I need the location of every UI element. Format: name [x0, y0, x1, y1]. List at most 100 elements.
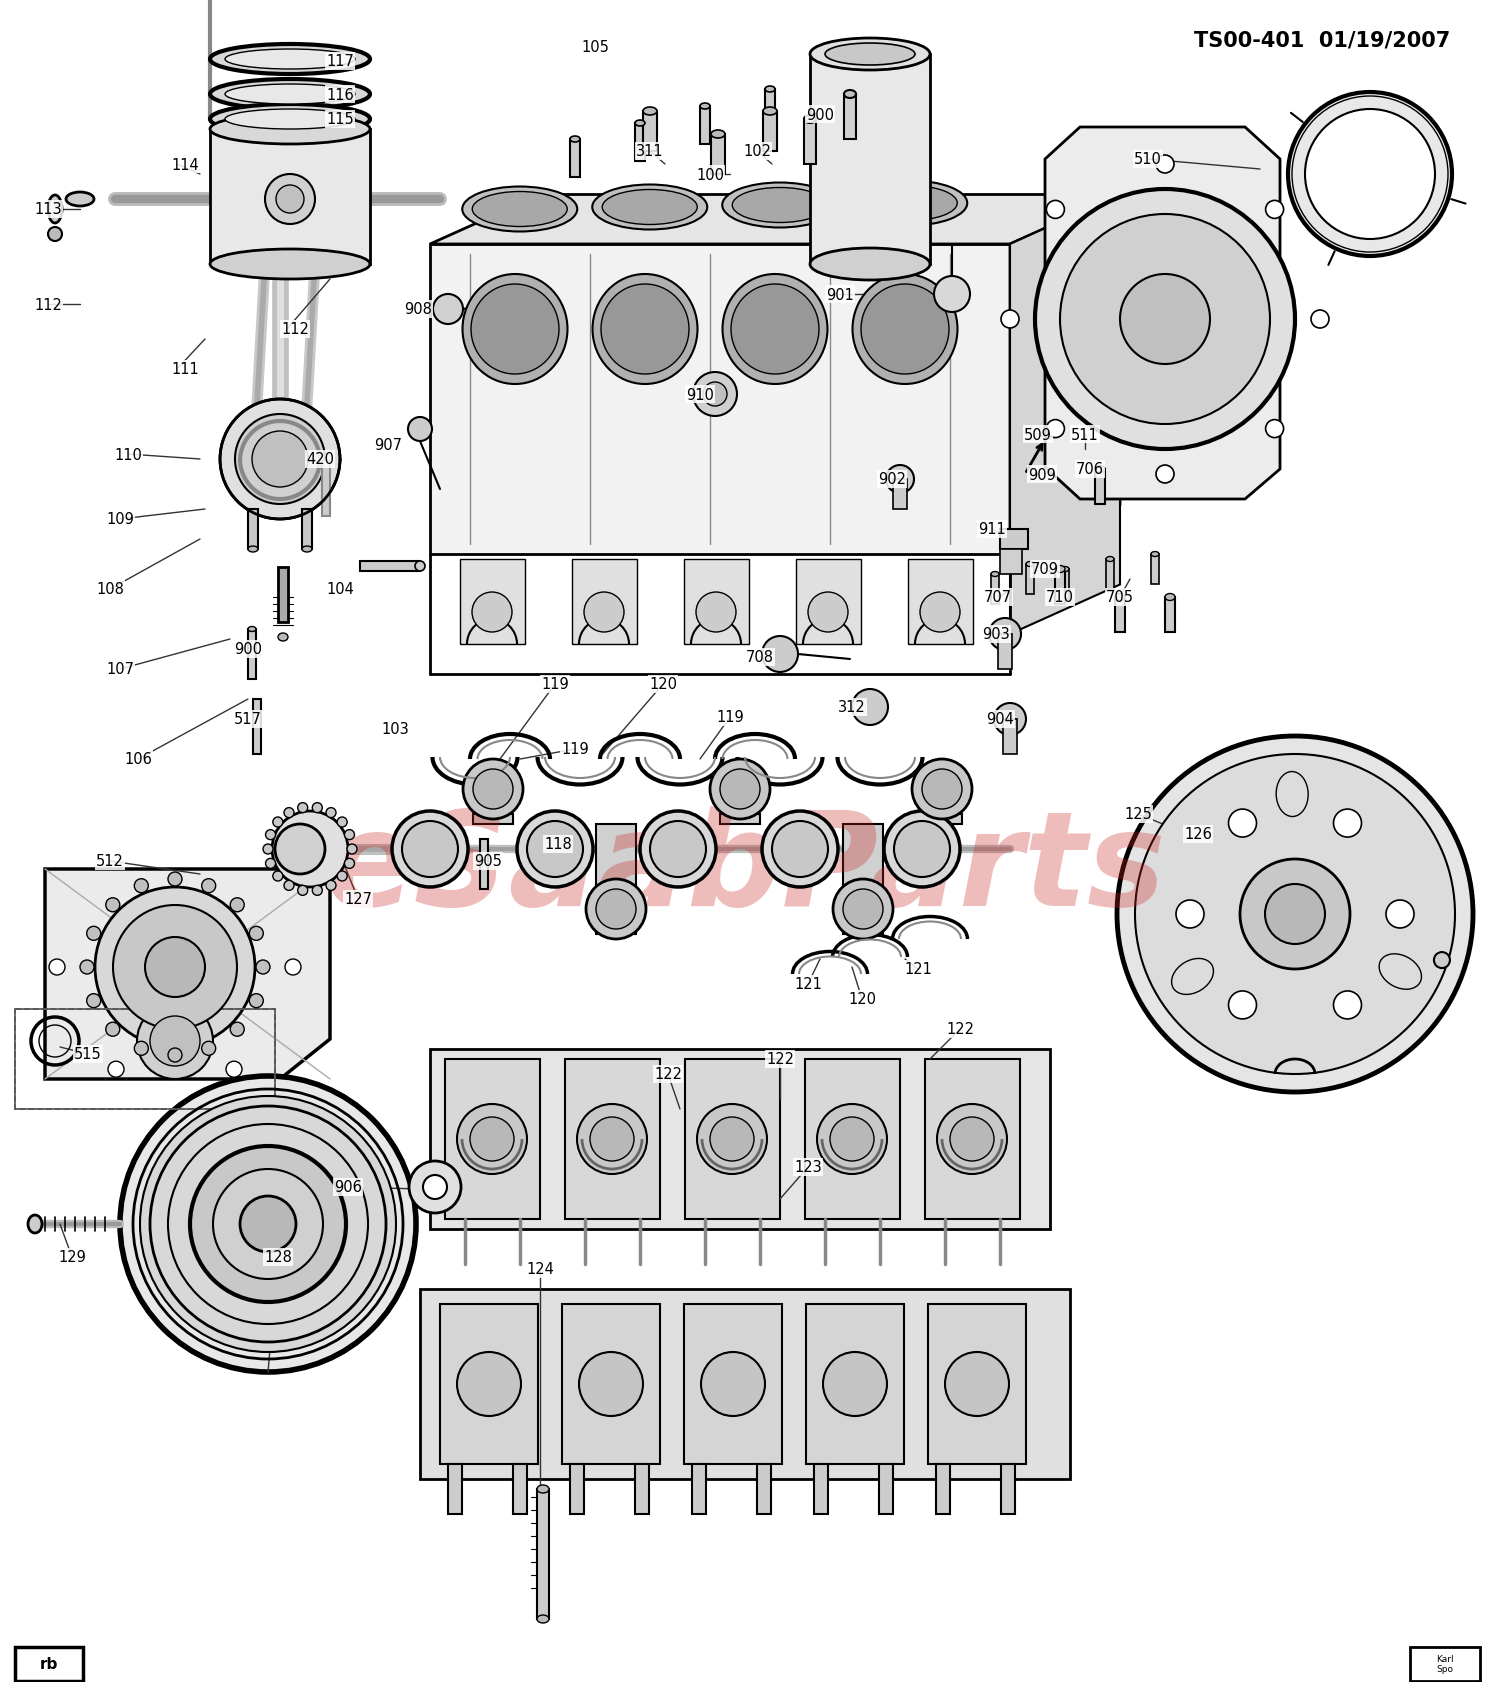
- Bar: [691, 1463, 706, 1514]
- Polygon shape: [431, 1050, 1050, 1230]
- Ellipse shape: [991, 572, 998, 577]
- Bar: [279, 567, 288, 622]
- Bar: [571, 140, 580, 178]
- Circle shape: [527, 821, 583, 878]
- Circle shape: [80, 960, 94, 974]
- Ellipse shape: [416, 562, 425, 572]
- Text: 906: 906: [334, 1179, 362, 1194]
- Text: 122: 122: [946, 1023, 974, 1036]
- Circle shape: [989, 619, 1021, 651]
- Circle shape: [86, 994, 101, 1008]
- Circle shape: [1287, 93, 1451, 257]
- Bar: [1001, 1463, 1015, 1514]
- Text: rb: rb: [40, 1657, 58, 1672]
- Bar: [1106, 560, 1115, 590]
- Circle shape: [641, 811, 717, 888]
- Text: 106: 106: [124, 752, 152, 767]
- Circle shape: [344, 831, 355, 839]
- Text: 710: 710: [1046, 590, 1074, 606]
- Polygon shape: [806, 1304, 904, 1463]
- Circle shape: [580, 1352, 644, 1416]
- Text: eSaabParts: eSaabParts: [325, 806, 1165, 934]
- Circle shape: [191, 1147, 346, 1302]
- Circle shape: [1305, 109, 1435, 241]
- Ellipse shape: [723, 183, 837, 229]
- Bar: [571, 1463, 584, 1514]
- Bar: [247, 629, 256, 680]
- Circle shape: [945, 1352, 1009, 1416]
- Text: 107: 107: [106, 663, 134, 678]
- Ellipse shape: [247, 627, 256, 632]
- Text: 123: 123: [794, 1161, 822, 1174]
- Text: 911: 911: [977, 521, 1006, 537]
- Circle shape: [1265, 420, 1283, 439]
- Text: 119: 119: [541, 678, 569, 691]
- Circle shape: [134, 880, 149, 893]
- Ellipse shape: [1095, 466, 1106, 473]
- Ellipse shape: [700, 104, 711, 109]
- Ellipse shape: [462, 274, 568, 385]
- Circle shape: [703, 383, 727, 407]
- Bar: [302, 510, 311, 550]
- Bar: [644, 113, 657, 151]
- Circle shape: [1334, 809, 1362, 838]
- Bar: [805, 119, 817, 165]
- Circle shape: [256, 960, 270, 974]
- Circle shape: [273, 871, 283, 881]
- Bar: [1150, 555, 1159, 585]
- Bar: [763, 113, 776, 151]
- Polygon shape: [440, 1304, 538, 1463]
- Text: 312: 312: [837, 700, 866, 715]
- Text: 708: 708: [746, 651, 773, 664]
- Ellipse shape: [225, 50, 355, 71]
- Circle shape: [1046, 202, 1064, 219]
- Text: 120: 120: [650, 678, 676, 691]
- Circle shape: [577, 1105, 647, 1174]
- Circle shape: [134, 1041, 149, 1056]
- Bar: [998, 634, 1012, 669]
- Polygon shape: [562, 1304, 660, 1463]
- Bar: [811, 56, 930, 264]
- Text: 900: 900: [234, 643, 262, 658]
- Text: 705: 705: [1106, 590, 1134, 606]
- Circle shape: [326, 807, 337, 817]
- Circle shape: [1265, 885, 1325, 944]
- Ellipse shape: [210, 45, 370, 76]
- Circle shape: [1265, 202, 1283, 219]
- Circle shape: [313, 886, 322, 897]
- Polygon shape: [210, 130, 370, 264]
- Bar: [15, 1009, 276, 1110]
- Bar: [879, 1463, 893, 1514]
- Text: 111: 111: [171, 362, 198, 377]
- Circle shape: [596, 890, 636, 930]
- Ellipse shape: [210, 114, 370, 145]
- Circle shape: [912, 760, 971, 819]
- Circle shape: [833, 880, 893, 940]
- Circle shape: [693, 373, 738, 417]
- Circle shape: [285, 881, 294, 891]
- Polygon shape: [460, 560, 524, 644]
- Text: 112: 112: [282, 323, 308, 338]
- Text: 104: 104: [326, 582, 355, 597]
- Bar: [15, 1009, 276, 1110]
- Circle shape: [1334, 991, 1362, 1019]
- Bar: [1095, 469, 1106, 505]
- Ellipse shape: [48, 195, 63, 224]
- Circle shape: [113, 905, 237, 1029]
- Bar: [448, 1463, 462, 1514]
- Text: 420: 420: [305, 452, 334, 468]
- Circle shape: [720, 770, 760, 809]
- Bar: [1165, 597, 1176, 632]
- Text: 908: 908: [404, 303, 432, 318]
- Circle shape: [469, 1117, 514, 1161]
- Circle shape: [423, 1176, 447, 1199]
- Polygon shape: [925, 1060, 1021, 1219]
- Circle shape: [1228, 991, 1256, 1019]
- Ellipse shape: [1061, 567, 1068, 572]
- Text: 121: 121: [794, 977, 822, 992]
- Circle shape: [517, 811, 593, 888]
- Ellipse shape: [1106, 557, 1115, 562]
- Ellipse shape: [265, 175, 314, 225]
- Polygon shape: [572, 560, 638, 644]
- Circle shape: [326, 881, 337, 891]
